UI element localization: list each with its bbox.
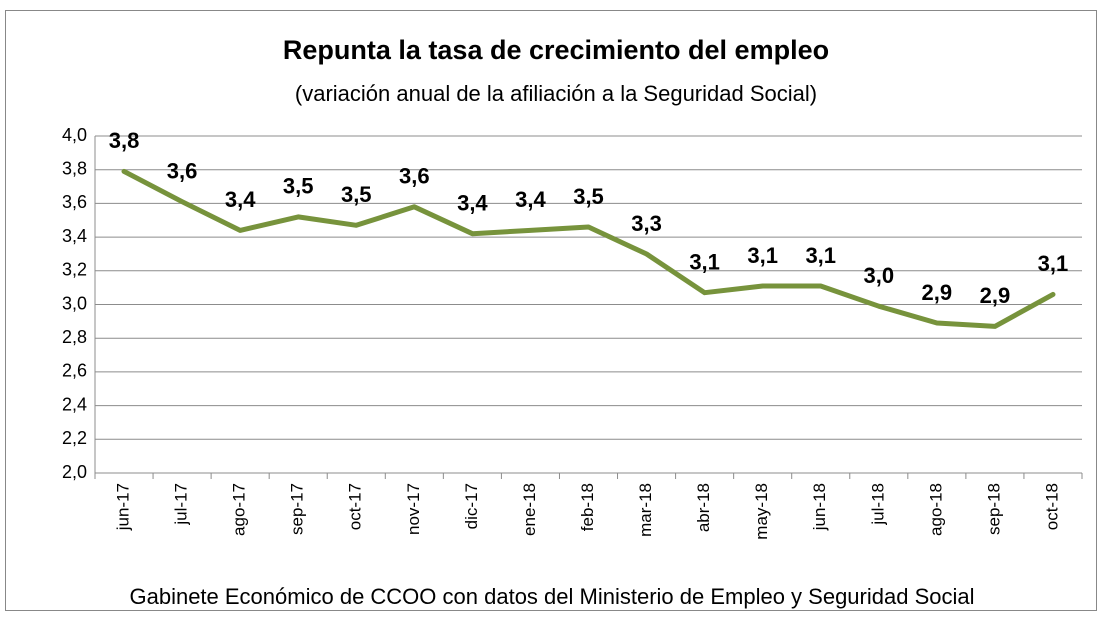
data-label: 2,9 [922,280,953,305]
y-tick-label: 3,6 [62,192,87,212]
y-tick-label: 3,0 [62,293,87,313]
data-label: 3,4 [515,187,546,212]
x-tick-label: jul-18 [868,483,887,526]
data-label: 3,6 [167,159,198,184]
x-tick-label: ago-17 [230,483,249,536]
x-tick-label: ene-18 [520,483,539,536]
data-label: 3,1 [689,250,720,275]
chart-frame [5,10,1097,611]
x-tick-label: jun-17 [114,483,133,531]
x-tick-label: oct-17 [346,483,365,530]
data-label: 3,1 [805,243,836,268]
data-label: 3,3 [631,211,662,236]
data-label: 3,0 [863,263,894,288]
data-label: 3,4 [225,187,256,212]
y-tick-label: 2,0 [62,462,87,482]
x-tick-label: abr-18 [694,483,713,532]
chart-source: Gabinete Económico de CCOO con datos del… [129,584,974,609]
data-line [121,168,1056,329]
x-tick-label: jul-17 [172,483,191,526]
data-label: 2,9 [980,283,1011,308]
data-label: 3,5 [573,184,604,209]
x-tick-label: feb-18 [578,483,597,531]
y-tick-label: 4,0 [62,125,87,145]
x-tick-label: jun-18 [810,483,829,531]
y-tick-label: 2,2 [62,428,87,448]
y-tick-label: 3,2 [62,260,87,280]
y-tick-label: 2,4 [62,394,87,414]
y-tick-label: 3,8 [62,158,87,178]
x-tick-label: may-18 [752,483,771,540]
data-label: 3,4 [457,191,488,216]
x-tick-label: ago-18 [926,483,945,536]
x-tick-label: sep-18 [984,483,1003,535]
x-tick-label: sep-17 [288,483,307,535]
x-tick-label: oct-18 [1042,483,1061,530]
data-label: 3,5 [341,182,372,207]
chart-title: Repunta la tasa de crecimiento del emple… [283,35,829,65]
data-label: 3,6 [399,164,430,189]
y-tick-label: 2,6 [62,361,87,381]
data-label: 3,8 [109,128,140,153]
y-tick-label: 2,8 [62,327,87,347]
x-tick-label: dic-17 [462,483,481,529]
data-label: 3,5 [283,174,314,199]
data-label: 3,1 [1038,251,1069,276]
x-tick-label: nov-17 [404,483,423,535]
data-label: 3,1 [747,243,778,268]
chart-subtitle: (variación anual de la afiliación a la S… [295,81,817,106]
y-tick-label: 3,4 [62,226,87,246]
x-tick-label: mar-18 [636,483,655,537]
